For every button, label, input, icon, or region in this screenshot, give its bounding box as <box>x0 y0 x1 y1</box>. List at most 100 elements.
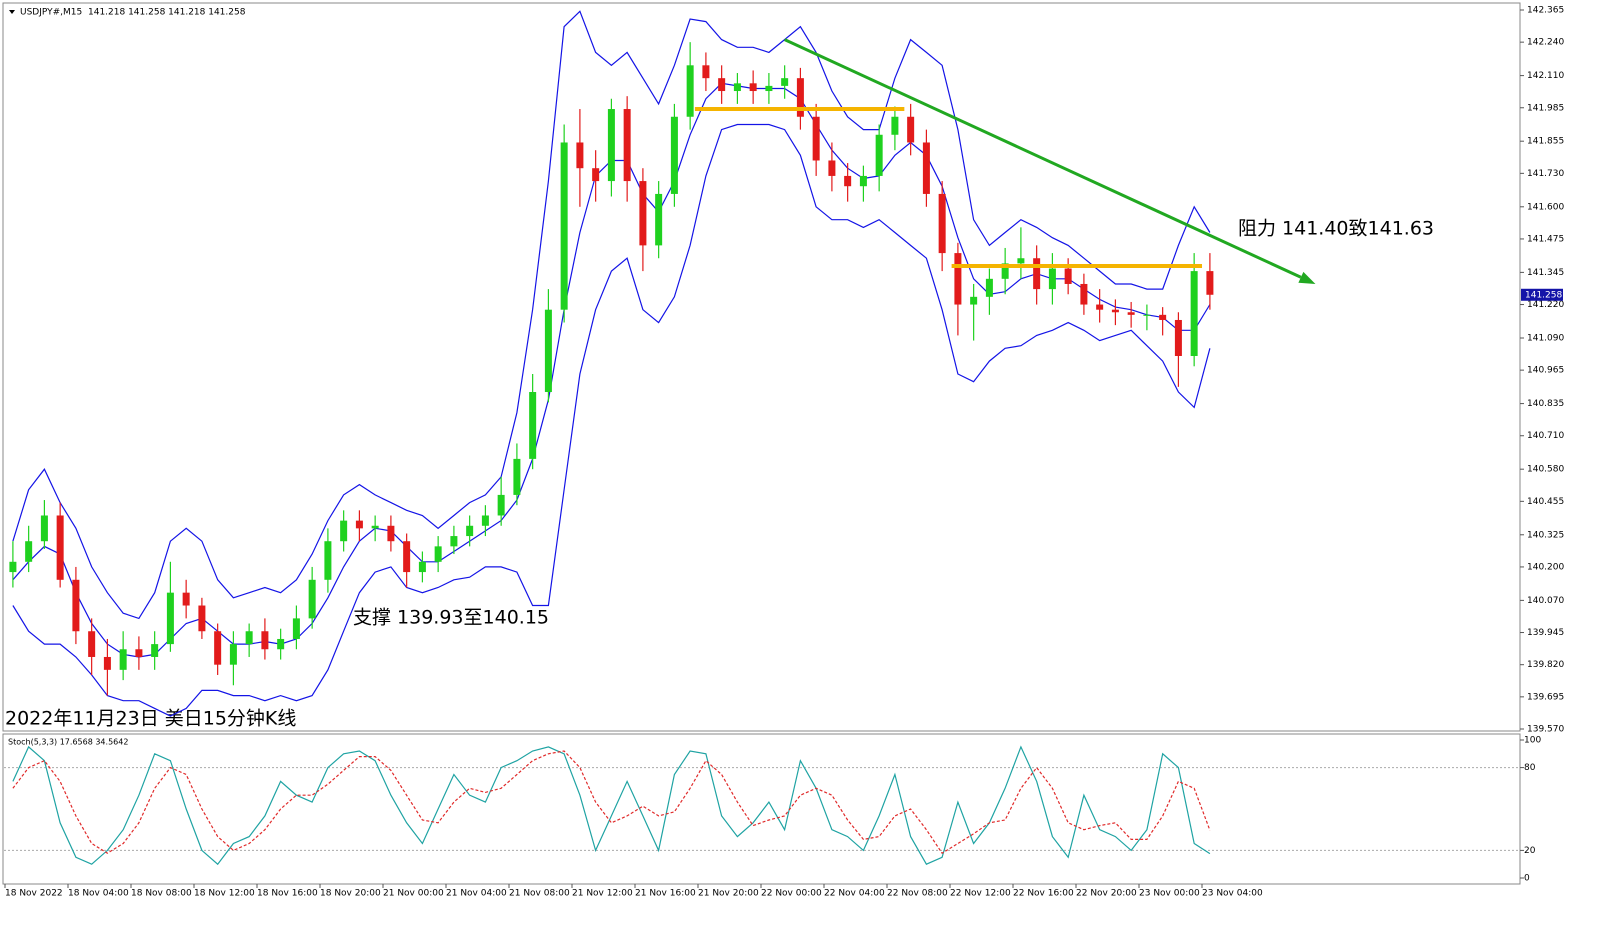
candle-body <box>466 525 474 537</box>
price-tag <box>1521 288 1563 301</box>
candle-body <box>1001 263 1009 279</box>
candle-body <box>198 605 206 632</box>
candle-body <box>245 631 253 645</box>
candle-body <box>970 296 978 305</box>
candle-body <box>9 561 17 573</box>
candle-body <box>261 631 269 650</box>
candle-body <box>450 536 458 547</box>
candle-body <box>607 109 615 182</box>
candle-body <box>544 309 552 393</box>
candle-body <box>812 116 820 161</box>
candle-body <box>371 525 379 529</box>
x-tick-label: 21 Nov 20:00 <box>698 889 759 899</box>
candle-body <box>985 278 993 297</box>
y-tick-label: 141.730 <box>1527 169 1564 179</box>
x-tick-label: 18 Nov 2022 <box>5 889 63 899</box>
y-tick-label: 140.835 <box>1527 399 1564 409</box>
trend-line <box>784 38 1302 279</box>
candle-body <box>1080 283 1088 305</box>
y-tick-label: 139.820 <box>1527 660 1564 670</box>
y-tick-label: 141.855 <box>1527 137 1564 147</box>
bollinger-band <box>12 123 1211 717</box>
y-tick-label: 141.345 <box>1527 268 1564 278</box>
y-tick-label: 140.455 <box>1527 497 1564 507</box>
candle-body <box>277 638 285 650</box>
candle-body <box>25 541 33 562</box>
candle-body <box>1127 312 1135 315</box>
price-tag-label: 141.258 <box>1525 290 1562 300</box>
y-tick-label: 141.475 <box>1527 234 1564 244</box>
y-tick-label: 141.985 <box>1527 103 1564 113</box>
x-tick-label: 22 Nov 16:00 <box>1013 889 1074 899</box>
y-tick-label: 139.695 <box>1527 692 1564 702</box>
candle-body <box>403 541 411 573</box>
stoch-panel <box>2 733 1521 885</box>
stoch-title: Stoch(5,3,3) 17.6568 34.5642 <box>8 738 128 747</box>
y-tick-label: 140.965 <box>1527 366 1564 376</box>
candle-body <box>844 175 852 187</box>
y-tick-label: 139.945 <box>1527 628 1564 638</box>
candle-body <box>1033 258 1041 290</box>
x-tick-label: 22 Nov 08:00 <box>887 889 948 899</box>
candle-body <box>702 65 710 79</box>
candle-body <box>954 253 962 305</box>
candle-body <box>88 631 96 657</box>
y-tick-label: 141.220 <box>1527 300 1564 310</box>
candle-body <box>182 592 190 606</box>
x-tick-label: 21 Nov 16:00 <box>635 889 696 899</box>
y-tick-label: 139.570 <box>1527 725 1564 735</box>
candle-body <box>103 656 111 670</box>
x-tick-label: 18 Nov 20:00 <box>320 889 381 899</box>
y-tick-label: 140.325 <box>1527 530 1564 540</box>
candle-body <box>56 515 64 580</box>
candle-body <box>72 579 80 632</box>
bollinger-band <box>12 10 1211 620</box>
candle-body <box>40 515 48 542</box>
x-tick-label: 23 Nov 00:00 <box>1139 889 1200 899</box>
candle-body <box>1096 304 1104 310</box>
candle-body <box>355 520 363 529</box>
y-tick-label: 20 <box>1524 846 1536 856</box>
quote: 141.218 141.258 141.218 141.258 <box>88 8 246 18</box>
candle-body <box>560 142 568 310</box>
candle-body <box>1174 319 1182 356</box>
candle-body <box>655 193 663 246</box>
candle-body <box>749 83 757 92</box>
candle-body <box>1064 268 1072 284</box>
candle-body <box>670 116 678 194</box>
candle-body <box>718 78 726 92</box>
candle-body <box>1159 314 1167 320</box>
x-tick-label: 22 Nov 20:00 <box>1076 889 1137 899</box>
candle-body <box>434 546 442 562</box>
candle-body <box>686 65 694 117</box>
candle-body <box>119 649 127 670</box>
candle-body <box>796 78 804 117</box>
candle-body <box>1048 268 1056 290</box>
stoch-line <box>12 750 1211 855</box>
x-tick-label: 22 Nov 12:00 <box>950 889 1011 899</box>
candle-body <box>340 520 348 542</box>
x-tick-label: 21 Nov 00:00 <box>383 889 444 899</box>
x-tick-label: 21 Nov 12:00 <box>572 889 633 899</box>
candle-body <box>292 618 300 639</box>
candle-body <box>418 561 426 573</box>
candle-body <box>891 116 899 135</box>
candle-body <box>529 392 537 459</box>
candle-body <box>765 85 773 92</box>
support-note: 支撑 139.93至140.15 <box>353 607 549 629</box>
stoch-line <box>12 745 1211 866</box>
x-tick-label: 22 Nov 04:00 <box>824 889 885 899</box>
candle-body <box>513 458 521 495</box>
symbol: USDJPY#,M15 <box>20 8 82 18</box>
x-tick-label: 18 Nov 08:00 <box>131 889 192 899</box>
x-tick-label: 21 Nov 04:00 <box>446 889 507 899</box>
candle-body <box>733 83 741 92</box>
x-tick-label: 21 Nov 08:00 <box>509 889 570 899</box>
candle-body <box>938 193 946 254</box>
menu-arrow <box>9 10 15 14</box>
candle-body <box>781 78 789 86</box>
x-tick-label: 23 Nov 04:00 <box>1202 889 1263 899</box>
candle-body <box>1143 314 1151 316</box>
y-tick-label: 140.580 <box>1527 465 1564 475</box>
candle-body <box>623 109 631 182</box>
